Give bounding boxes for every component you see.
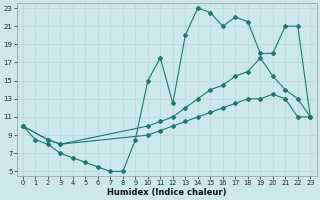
X-axis label: Humidex (Indice chaleur): Humidex (Indice chaleur) (107, 188, 226, 197)
